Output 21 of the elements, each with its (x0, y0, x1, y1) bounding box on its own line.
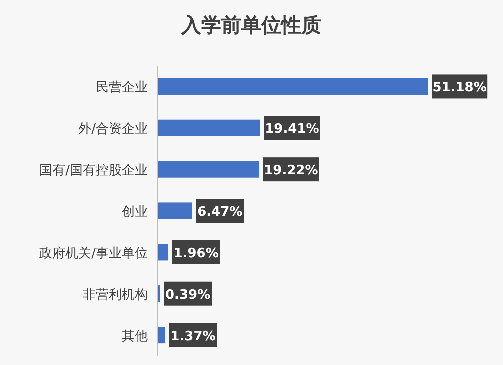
data-label: 0.39% (166, 288, 211, 303)
y-tick-label: 国有/国有控股企业 (40, 164, 148, 179)
y-tick-label: 民营企业 (96, 80, 148, 96)
data-label: 1.37% (170, 329, 216, 344)
bar (158, 161, 260, 178)
y-tick-label: 创业 (122, 205, 148, 220)
bar (158, 327, 166, 344)
y-tick-label: 外/合资企业 (78, 122, 148, 138)
y-tick-label: 政府机关/事业单位 (40, 245, 148, 262)
y-tick-label: 其他 (122, 329, 148, 344)
data-label: 6.47% (198, 205, 243, 220)
data-label: 51.18% (432, 80, 487, 96)
data-label: 19.22% (264, 164, 318, 179)
y-tick-label: 非营利机构 (83, 288, 148, 303)
bar (158, 244, 168, 261)
bar (158, 202, 192, 220)
bar (158, 120, 260, 136)
data-label: 1.96% (174, 246, 219, 262)
chart-title: 入学前单位性质 (180, 13, 322, 37)
bar (158, 78, 428, 95)
data-label: 19.41% (265, 122, 320, 138)
